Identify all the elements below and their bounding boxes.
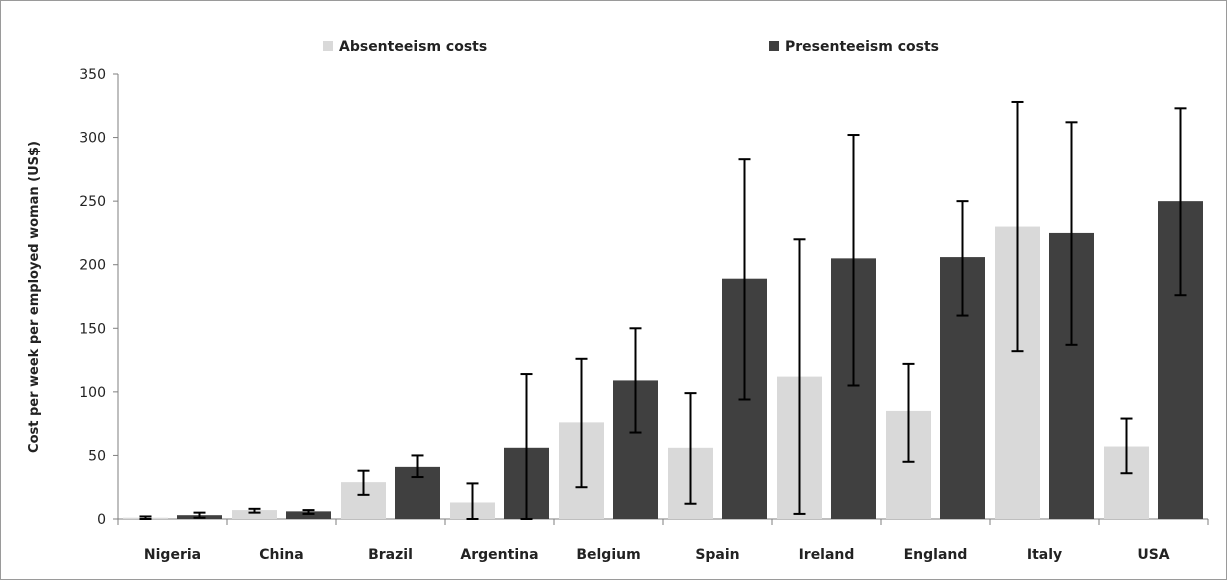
x-tick-label: England (904, 547, 968, 563)
error-bar (847, 134, 860, 387)
y-tick-label: 300 (79, 131, 106, 147)
error-bar (466, 482, 479, 520)
error-bar (738, 158, 751, 401)
error-bar (575, 357, 588, 489)
legend: Absenteeism costs Presenteeism costs (323, 39, 939, 55)
x-tick-label: USA (1137, 547, 1169, 563)
error-bar (1011, 100, 1024, 353)
error-bars (139, 100, 1187, 520)
legend-swatch (769, 41, 779, 51)
x-tick-label: Spain (695, 547, 739, 563)
error-bar (902, 362, 915, 463)
error-bar (793, 238, 806, 515)
legend-label: Absenteeism costs (339, 39, 487, 55)
y-tick-label: 350 (79, 67, 106, 83)
y-axis-title: Cost per week per employed woman (US$) (27, 141, 42, 453)
x-tick-label: Argentina (460, 547, 538, 563)
error-bar (357, 469, 370, 496)
y-tick-label: 100 (79, 385, 106, 401)
x-tick-label: Italy (1027, 547, 1062, 563)
error-bar (1065, 121, 1078, 346)
y-tick-label: 200 (79, 258, 106, 274)
error-bar (139, 515, 152, 520)
bar (286, 511, 331, 519)
error-bar (1120, 417, 1133, 475)
legend-swatch (323, 41, 333, 51)
y-tick-label: 0 (97, 512, 106, 528)
error-bar (411, 454, 424, 479)
error-bar (248, 507, 261, 514)
x-tick-label: Brazil (368, 547, 413, 563)
bar (232, 510, 277, 519)
error-bar (956, 200, 969, 317)
error-bar (193, 511, 206, 519)
x-tick-label: Ireland (799, 547, 855, 563)
y-tick-label: 150 (79, 321, 106, 337)
bars (123, 201, 1203, 520)
x-tick-label: Belgium (576, 547, 640, 563)
y-tick-label: 250 (79, 194, 106, 210)
x-tick-label: Nigeria (144, 547, 201, 563)
error-bar (520, 373, 533, 520)
error-bar (629, 327, 642, 434)
y-axis: 0 50 100 150 200 250 300 350 (79, 67, 119, 528)
error-bar (302, 509, 315, 515)
x-tick-label: China (259, 547, 303, 563)
y-tick-label: 50 (88, 448, 106, 464)
error-bar (1174, 107, 1187, 297)
legend-label: Presenteeism costs (785, 39, 939, 55)
error-bar (684, 392, 697, 505)
x-axis: Nigeria China Brazil Argentina Belgium Spain I… (117, 518, 1209, 563)
